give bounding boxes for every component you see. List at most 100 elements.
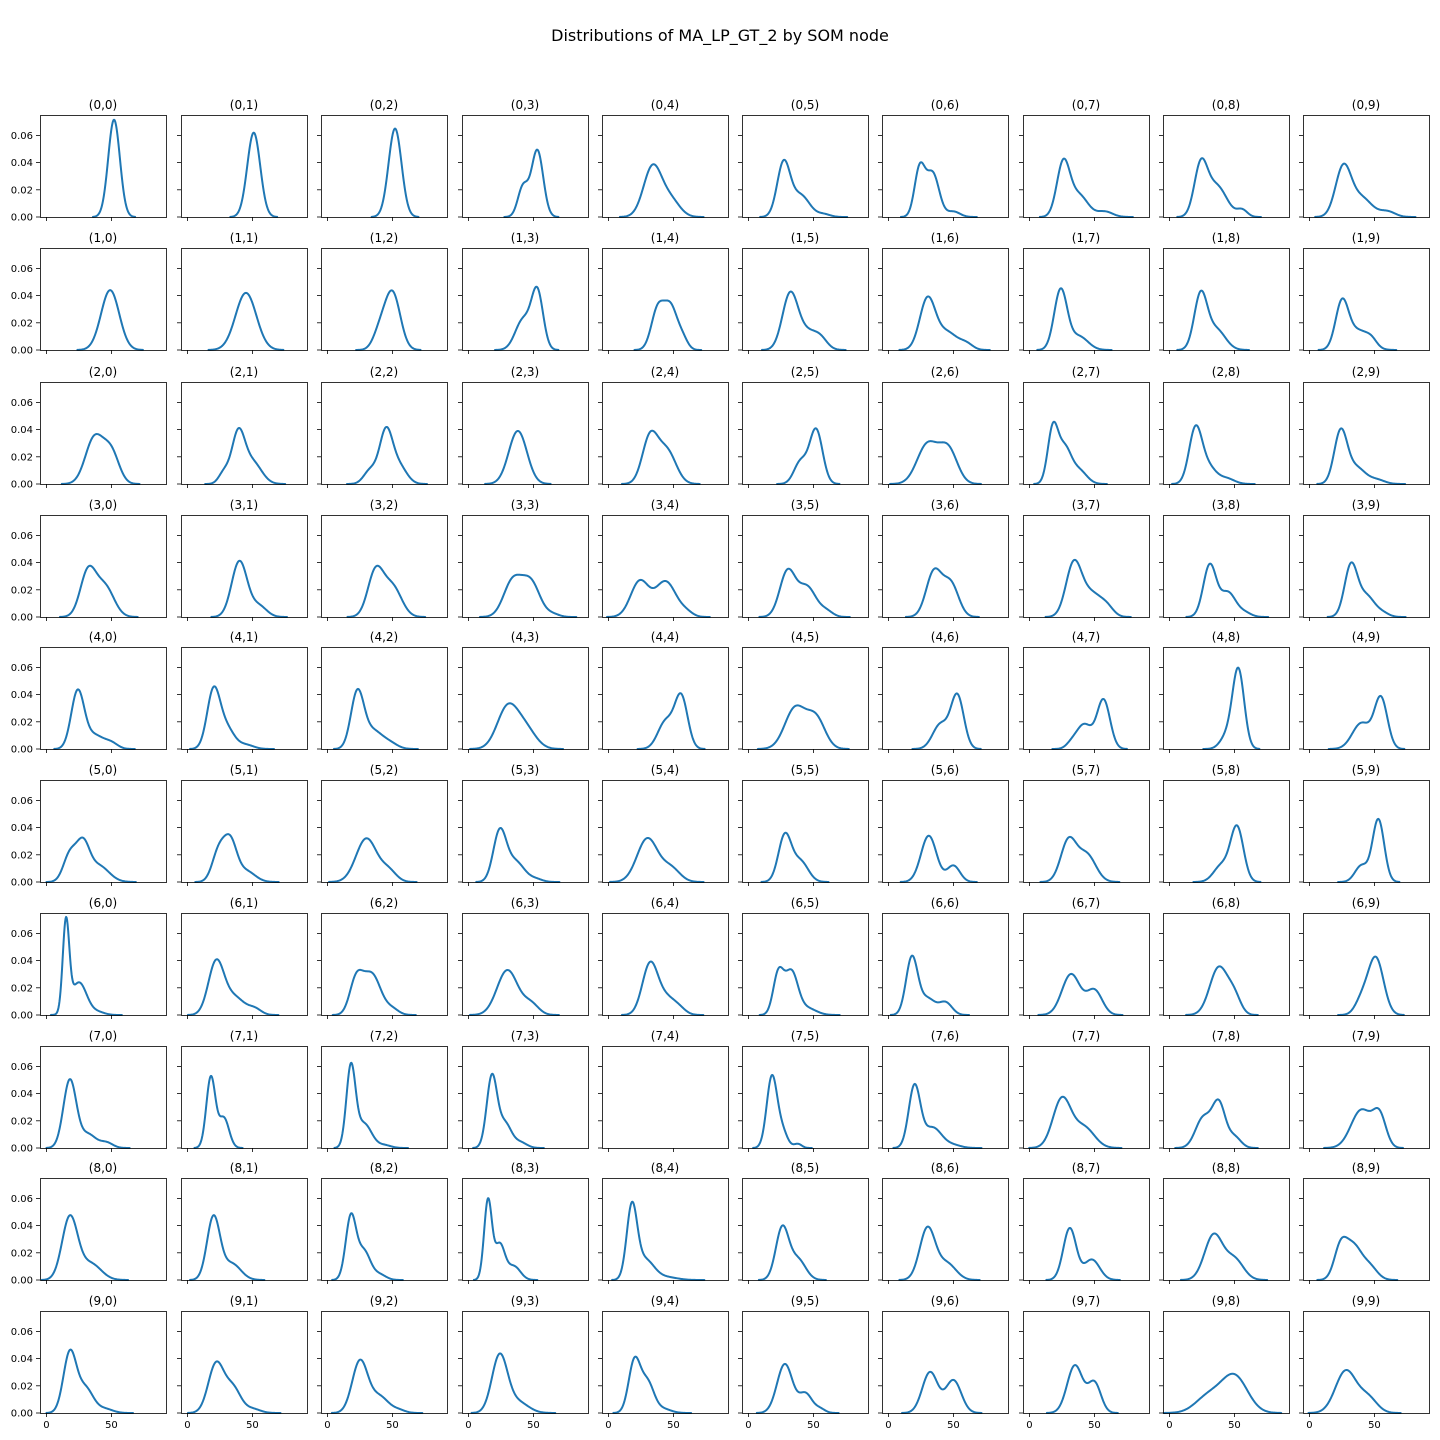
panel-title: (7,6): [931, 1029, 959, 1043]
panel-9-7: (9,7) 0 50: [1019, 1294, 1150, 1431]
density-line: [187, 1360, 282, 1414]
axes-frame: [602, 248, 729, 351]
panel-title: (3,3): [511, 498, 539, 512]
panel-title: (8,9): [1352, 1161, 1380, 1175]
density-line: [1162, 1372, 1283, 1414]
axes-frame: [1303, 1178, 1430, 1281]
density-line: [761, 290, 847, 351]
x-tick-label: 0: [745, 1420, 751, 1431]
x-tick-label: 50: [1088, 1420, 1101, 1431]
panel-title: (2,4): [651, 365, 679, 379]
y-tick-label: 0.04: [11, 291, 33, 302]
density-line: [1171, 424, 1256, 485]
axes-frame: [1303, 1311, 1430, 1414]
axes-frame: [462, 1046, 589, 1149]
panel-title: (7,3): [511, 1029, 539, 1043]
y-tick-label: 0.06: [11, 663, 33, 674]
y-tick-label: 0.04: [11, 823, 33, 834]
density-line: [899, 834, 978, 883]
panel-4-4: (4,4): [598, 630, 729, 753]
panel-7-1: (7,1): [177, 1029, 308, 1152]
panel-1-6: (1,6): [878, 231, 1009, 354]
panel-title: (2,6): [931, 365, 959, 379]
panel-4-0: (4,0) 0.00 0.02 0.04 0.06: [11, 630, 167, 756]
y-tick-label: 0.02: [11, 1381, 33, 1392]
axes-frame: [742, 515, 869, 618]
density-line: [1033, 420, 1108, 485]
panel-2-2: (2,2): [317, 365, 448, 488]
panel-title: (2,7): [1072, 365, 1100, 379]
y-tick-label: 0.04: [11, 425, 33, 436]
axes-frame: [742, 913, 869, 1016]
density-line: [1316, 1235, 1399, 1281]
axes-frame: [1303, 780, 1430, 883]
y-tick-label: 0.06: [11, 531, 33, 542]
panel-title: (6,6): [931, 896, 959, 910]
density-line: [53, 688, 136, 750]
axes-frame: [321, 515, 448, 618]
panel-title: (1,1): [230, 231, 258, 245]
panel-title: (9,8): [1212, 1294, 1240, 1308]
density-line: [189, 685, 276, 750]
panel-title: (8,4): [651, 1161, 679, 1175]
panel-8-3: (8,3): [458, 1161, 589, 1284]
axes-frame: [1163, 780, 1290, 883]
panel-4-7: (4,7): [1019, 630, 1150, 753]
panel-title: (5,9): [1352, 763, 1380, 777]
panel-1-9: (1,9): [1299, 231, 1430, 354]
panel-title: (4,2): [370, 630, 398, 644]
density-line: [1028, 1095, 1123, 1149]
density-line: [901, 1370, 983, 1414]
panel-7-8: (7,8): [1159, 1029, 1290, 1152]
panel-4-6: (4,6): [878, 630, 1009, 753]
panel-1-0: (1,0) 0.00 0.02 0.04 0.06: [11, 231, 167, 357]
panel-5-9: (5,9): [1299, 763, 1430, 886]
panel-6-6: (6,6): [878, 896, 1009, 1019]
axes-frame: [40, 115, 167, 218]
axes-frame: [1163, 115, 1290, 218]
x-tick-label: 0: [465, 1420, 471, 1431]
density-line: [475, 826, 561, 883]
panel-title: (6,7): [1072, 896, 1100, 910]
panel-title: (2,0): [89, 365, 117, 379]
density-line: [1317, 297, 1398, 351]
density-line: [898, 295, 991, 351]
panel-title: (0,7): [1072, 98, 1100, 112]
y-tick-label: 0.06: [11, 1062, 33, 1073]
panel-6-7: (6,7): [1019, 896, 1150, 1019]
axes-frame: [321, 1046, 448, 1149]
axes-frame: [882, 248, 1009, 351]
panel-5-4: (5,4): [598, 763, 729, 886]
axes-frame: [462, 1311, 589, 1414]
density-line: [1323, 1107, 1405, 1149]
axes-frame: [882, 913, 1009, 1016]
y-tick-label: 0.02: [11, 318, 33, 329]
panel-title: (0,0): [89, 98, 117, 112]
density-line: [605, 578, 711, 618]
axes-frame: [882, 647, 1009, 750]
panel-1-3: (1,3): [458, 231, 589, 354]
density-line: [1192, 824, 1262, 883]
panel-1-7: (1,7): [1019, 231, 1150, 354]
panel-1-1: (1,1): [177, 231, 308, 354]
density-line: [346, 564, 427, 618]
x-tick-label: 50: [807, 1420, 820, 1431]
panel-6-5: (6,5): [738, 896, 869, 1019]
panel-0-4: (0,4): [598, 98, 729, 221]
axes-frame: [1303, 382, 1430, 485]
y-tick-label: 0.04: [11, 1354, 33, 1365]
density-line: [612, 1355, 693, 1414]
density-line: [636, 692, 706, 750]
axes-frame: [602, 1046, 729, 1149]
y-tick-label: 0.00: [11, 1144, 33, 1155]
density-line: [204, 427, 287, 485]
density-line: [911, 692, 982, 750]
density-line: [889, 440, 982, 485]
axes-frame: [1023, 248, 1150, 351]
panel-title: (0,4): [651, 98, 679, 112]
panel-title: (7,8): [1212, 1029, 1240, 1043]
panel-6-0: (6,0) 0.00 0.02 0.04 0.06: [11, 896, 167, 1022]
panel-title: (7,9): [1352, 1029, 1380, 1043]
panel-6-9: (6,9): [1299, 896, 1430, 1019]
